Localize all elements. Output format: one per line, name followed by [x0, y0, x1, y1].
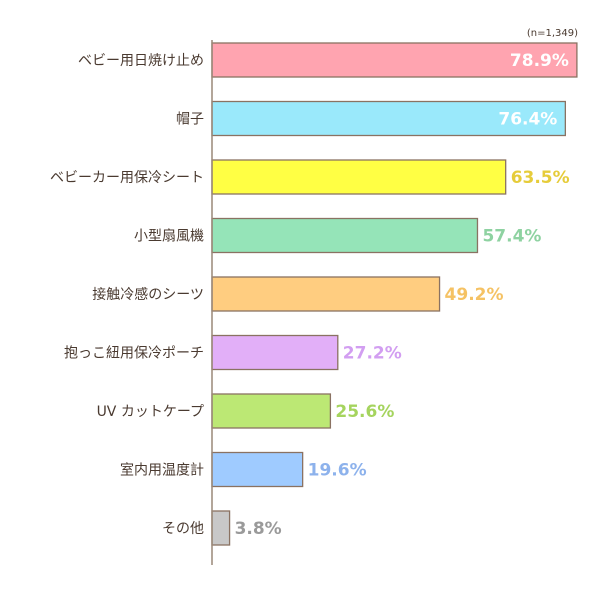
category-label: 室内用温度計	[120, 462, 204, 479]
value-label: 27.2%	[343, 344, 402, 364]
bar	[211, 334, 339, 371]
value-label: 78.9%	[510, 51, 569, 71]
value-label: 76.4%	[498, 110, 557, 130]
bar	[211, 159, 507, 195]
category-label: ベビーカー用保冷シート	[50, 170, 204, 186]
value-label: 49.2%	[445, 285, 504, 305]
category-label: 接触冷感のシーツ	[92, 286, 204, 303]
bar	[211, 42, 578, 78]
category-label: ベビー用日焼け止め	[78, 53, 204, 69]
bar	[211, 393, 332, 429]
bars-group: ベビー用日焼け止め 78.9% 帽子 76.4% ベビーカー用保冷シート 63.5% 小型扇…	[50, 42, 578, 546]
value-label: 3.8%	[235, 519, 282, 539]
category-label: 抱っこ紐用保冷ポーチ	[64, 346, 204, 362]
value-label: 19.6%	[308, 461, 367, 481]
value-label: 63.5%	[511, 168, 570, 188]
value-label: 25.6%	[335, 402, 394, 422]
category-label: その他	[162, 521, 204, 537]
bar	[211, 510, 231, 546]
bar	[211, 276, 441, 312]
bar	[211, 451, 304, 488]
bar	[211, 217, 479, 254]
category-label: 小型扇風機	[134, 229, 204, 245]
category-label: UV カットケープ	[97, 404, 204, 420]
value-label: 57.4%	[482, 227, 541, 247]
bar	[211, 100, 567, 137]
sample-size-note: (n=1,349)	[527, 28, 578, 39]
category-label: 帽子	[176, 112, 204, 128]
